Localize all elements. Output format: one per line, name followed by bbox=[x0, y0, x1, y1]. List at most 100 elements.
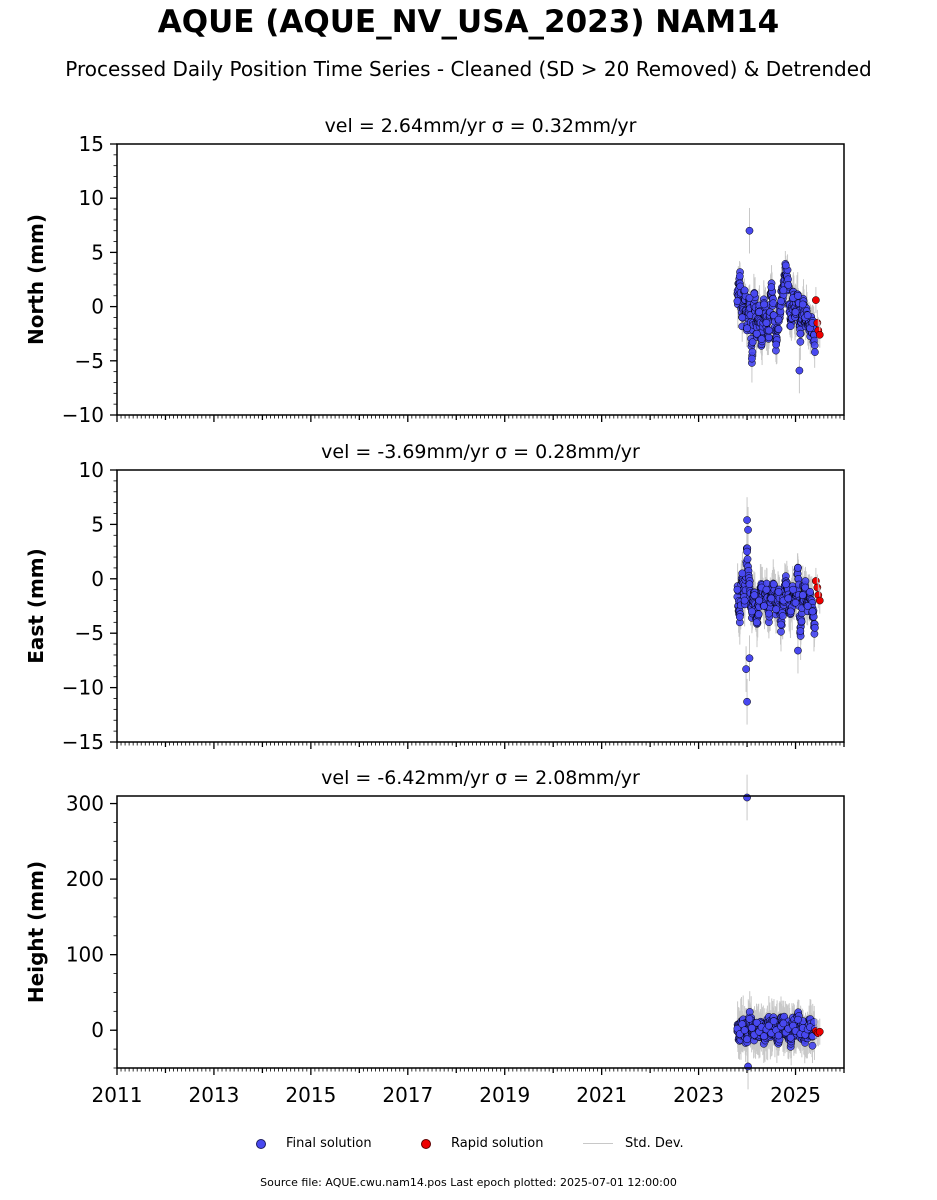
outlier-point bbox=[743, 516, 751, 524]
final-point bbox=[750, 591, 759, 599]
final-point bbox=[774, 315, 783, 324]
y-tick-label: −10 bbox=[62, 403, 104, 427]
legend-final-marker bbox=[256, 1138, 266, 1149]
final-point bbox=[769, 1017, 778, 1026]
rapid-point bbox=[812, 296, 820, 304]
final-point bbox=[765, 326, 773, 335]
x-tick-label: 2025 bbox=[770, 1083, 821, 1107]
y-tick-label: 300 bbox=[66, 792, 104, 816]
y-tick-label: 5 bbox=[91, 240, 104, 264]
x-tick-label: 2019 bbox=[479, 1083, 530, 1107]
final-point bbox=[743, 1035, 751, 1044]
x-tick-label: 2011 bbox=[92, 1083, 143, 1107]
final-point bbox=[748, 348, 757, 356]
final-point bbox=[796, 337, 805, 346]
final-point bbox=[779, 286, 788, 295]
y-tick-label: 0 bbox=[91, 1018, 104, 1042]
x-tick-label: 2021 bbox=[576, 1083, 627, 1107]
legend-item-rapid: Rapid solution bbox=[421, 1136, 543, 1151]
final-point bbox=[760, 602, 768, 610]
final-point bbox=[748, 1024, 756, 1032]
final-point bbox=[772, 605, 780, 614]
final-point bbox=[794, 564, 802, 572]
y-tick-label: 5 bbox=[91, 512, 104, 536]
final-point bbox=[760, 300, 768, 309]
final-point bbox=[752, 618, 761, 627]
legend-item-std: Std. Dev. bbox=[583, 1136, 684, 1151]
outlier-point bbox=[744, 525, 752, 534]
legend-rapid-label: Rapid solution bbox=[451, 1136, 544, 1151]
legend-rapid-marker bbox=[421, 1138, 431, 1149]
final-point bbox=[738, 313, 747, 322]
final-point bbox=[750, 289, 759, 298]
x-tick-label: 2013 bbox=[188, 1083, 239, 1107]
final-point bbox=[748, 607, 756, 616]
outlier-point bbox=[745, 226, 754, 235]
final-point bbox=[794, 291, 802, 300]
y-tick-label: 100 bbox=[66, 943, 104, 967]
final-point bbox=[765, 609, 773, 618]
final-point bbox=[743, 324, 751, 333]
y-axis-label: Height (mm) bbox=[24, 861, 48, 1003]
final-point bbox=[769, 311, 778, 320]
final-point bbox=[772, 340, 780, 349]
rapid-point bbox=[815, 596, 824, 605]
legend: Final solution Rapid solution Std. Dev. bbox=[0, 1136, 937, 1158]
final-point bbox=[760, 1032, 768, 1041]
final-point bbox=[762, 585, 771, 594]
final-point bbox=[810, 341, 819, 350]
rapid-point bbox=[815, 330, 824, 339]
final-point bbox=[778, 612, 787, 620]
final-point bbox=[738, 569, 747, 578]
final-point bbox=[745, 1015, 754, 1023]
final-point bbox=[811, 348, 819, 356]
final-point bbox=[735, 613, 744, 621]
final-point bbox=[748, 338, 757, 346]
final-point bbox=[774, 325, 783, 333]
final-point bbox=[798, 300, 807, 309]
final-point bbox=[740, 596, 749, 605]
panel-title: vel = -3.69mm/yr σ = 0.28mm/yr bbox=[321, 441, 640, 463]
final-point bbox=[743, 555, 752, 563]
final-point bbox=[762, 319, 771, 327]
legend-std-marker bbox=[583, 1143, 613, 1144]
final-point bbox=[774, 1031, 783, 1040]
final-point bbox=[779, 1019, 788, 1028]
final-point bbox=[803, 602, 812, 610]
plot-frame bbox=[116, 469, 845, 743]
time-series-plots: vel = 2.64mm/yr σ = 0.32mm/yr North (mm) −… bbox=[24, 115, 845, 1107]
final-point bbox=[801, 583, 810, 592]
final-point bbox=[811, 623, 819, 632]
final-point bbox=[767, 594, 776, 603]
y-tick-label: 0 bbox=[91, 295, 104, 319]
y-tick-label: −5 bbox=[75, 621, 104, 645]
final-point bbox=[733, 585, 742, 594]
panel-title: vel = 2.64mm/yr σ = 0.32mm/yr bbox=[325, 115, 637, 137]
outlier-point bbox=[744, 1062, 752, 1071]
final-point bbox=[767, 283, 776, 291]
final-point bbox=[803, 311, 812, 320]
final-point bbox=[784, 281, 793, 289]
final-point bbox=[745, 294, 754, 302]
final-point bbox=[755, 596, 764, 605]
legend-std-label: Std. Dev. bbox=[625, 1136, 684, 1151]
y-tick-label: −10 bbox=[62, 676, 104, 700]
y-axis-label: East (mm) bbox=[24, 548, 48, 664]
source-footer: Source file: AQUE.cwu.nam14.pos Last epo… bbox=[260, 1176, 677, 1189]
outlier-point bbox=[743, 793, 751, 802]
chart-title: AQUE (AQUE_NV_USA_2023) NAM14 bbox=[157, 4, 780, 40]
final-point bbox=[765, 1021, 773, 1030]
y-tick-label: −5 bbox=[75, 349, 104, 373]
final-point bbox=[757, 335, 766, 343]
final-point bbox=[808, 607, 817, 616]
outlier-point bbox=[742, 665, 750, 673]
final-point bbox=[794, 1015, 802, 1024]
y-tick-label: 15 bbox=[79, 132, 104, 156]
final-point bbox=[740, 286, 749, 295]
legend-final-label: Final solution bbox=[286, 1136, 372, 1151]
final-point bbox=[801, 577, 810, 585]
y-tick-label: 10 bbox=[79, 186, 104, 210]
y-tick-label: −15 bbox=[62, 730, 104, 754]
final-point bbox=[806, 588, 814, 596]
plot-frame bbox=[116, 143, 845, 416]
